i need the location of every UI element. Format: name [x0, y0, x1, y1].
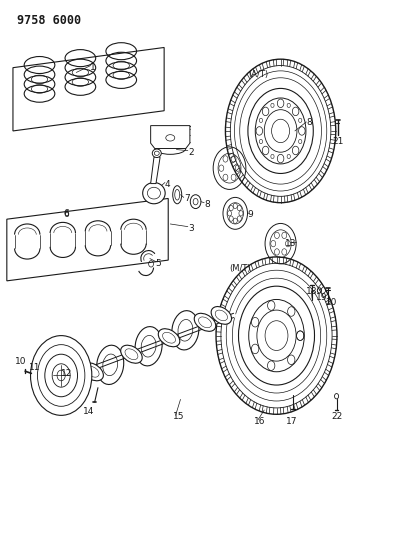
Text: 15: 15 — [172, 412, 184, 421]
Text: 8: 8 — [204, 200, 209, 209]
Text: 2: 2 — [187, 148, 193, 157]
Text: 19: 19 — [315, 293, 326, 302]
Text: (M/T): (M/T) — [228, 264, 250, 272]
Text: (A/T): (A/T) — [247, 70, 267, 78]
Ellipse shape — [158, 329, 180, 347]
Text: 6: 6 — [63, 210, 69, 219]
Text: 1: 1 — [90, 63, 95, 71]
Text: 5: 5 — [155, 259, 160, 268]
Ellipse shape — [152, 149, 161, 158]
Text: 13: 13 — [284, 239, 296, 248]
Polygon shape — [150, 155, 160, 183]
Ellipse shape — [211, 306, 231, 324]
Text: 3: 3 — [187, 224, 193, 233]
Circle shape — [225, 59, 335, 203]
Ellipse shape — [135, 327, 162, 366]
Text: 10: 10 — [15, 357, 26, 366]
Ellipse shape — [142, 182, 165, 204]
Text: 21: 21 — [331, 137, 343, 146]
Ellipse shape — [171, 311, 198, 350]
Ellipse shape — [194, 313, 215, 332]
Text: 12: 12 — [61, 369, 72, 378]
Ellipse shape — [97, 345, 124, 384]
Text: 16: 16 — [254, 417, 265, 426]
Text: 8: 8 — [306, 118, 311, 127]
Text: 7: 7 — [183, 195, 189, 204]
Polygon shape — [150, 126, 189, 149]
Polygon shape — [7, 198, 168, 281]
Text: 20: 20 — [324, 298, 336, 307]
Text: 6: 6 — [63, 209, 69, 218]
Circle shape — [30, 336, 92, 415]
Text: 22: 22 — [330, 412, 342, 421]
Circle shape — [216, 257, 336, 414]
Text: 9758 6000: 9758 6000 — [17, 14, 81, 27]
Text: 4: 4 — [164, 180, 170, 189]
Text: 18: 18 — [306, 287, 317, 296]
Text: 9: 9 — [247, 211, 252, 220]
Ellipse shape — [120, 345, 142, 363]
Text: 11: 11 — [29, 363, 40, 372]
Ellipse shape — [82, 363, 103, 381]
Text: 17: 17 — [285, 417, 297, 426]
Text: 14: 14 — [83, 407, 94, 416]
Polygon shape — [13, 47, 164, 131]
